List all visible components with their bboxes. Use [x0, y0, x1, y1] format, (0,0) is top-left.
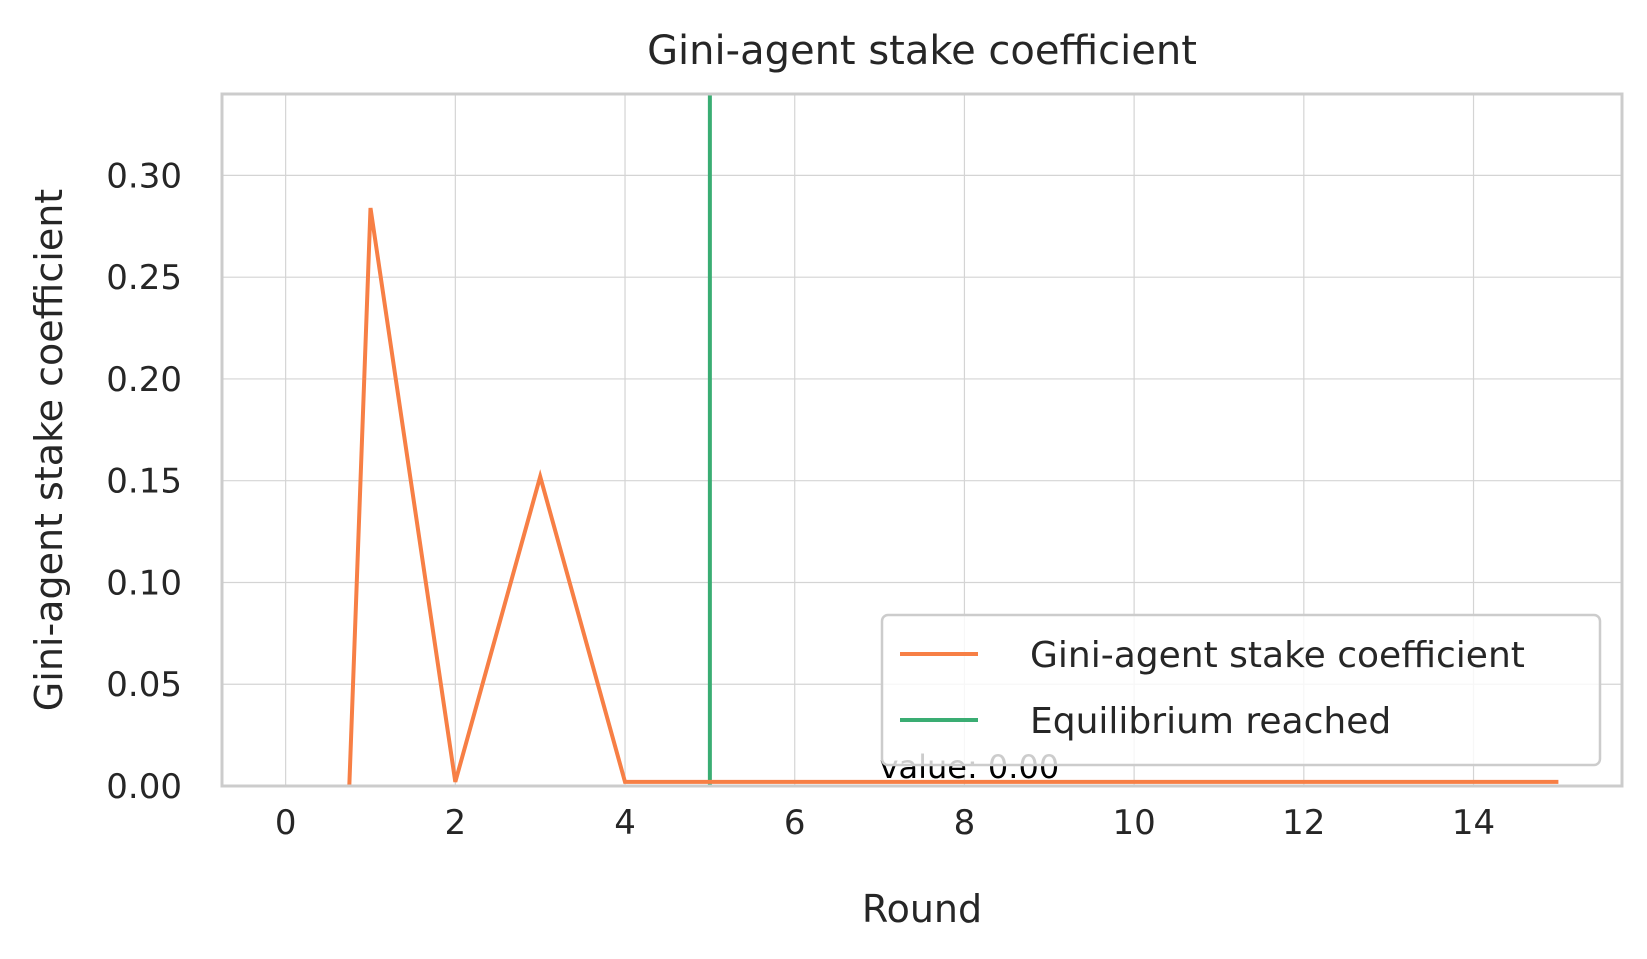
- y-tick-label: 0.25: [106, 258, 182, 298]
- y-axis-label: Gini-agent stake coefficient: [27, 189, 71, 711]
- y-tick-label: 0.05: [106, 665, 182, 705]
- tick-labels: 0 2 4 6 8 10 12 14 0.00 0.05 0.10 0.15 0.20 0.25 0.30: [106, 156, 1495, 843]
- x-tick-label: 4: [614, 803, 636, 843]
- y-tick-label: 0.20: [106, 360, 182, 400]
- legend-label: Equilibrium reached: [1030, 701, 1391, 742]
- legend-box: [880, 613, 1602, 767]
- chart-title: Gini-agent stake coefficient: [647, 28, 1197, 74]
- x-tick-label: 2: [445, 803, 467, 843]
- x-tick-label: 6: [784, 803, 806, 843]
- legend-label: Gini-agent stake coefficient: [1030, 635, 1525, 676]
- y-tick-label: 0.30: [106, 156, 182, 196]
- x-tick-label: 14: [1452, 803, 1495, 843]
- x-axis-label: Round: [862, 887, 982, 931]
- y-tick-label: 0.10: [106, 563, 182, 603]
- plot-marks: [347, 94, 1559, 787]
- x-tick-label: 10: [1112, 803, 1155, 843]
- y-tick-label: 0.00: [106, 767, 182, 807]
- y-tick-label: 0.15: [106, 462, 182, 502]
- x-tick-label: 12: [1282, 803, 1325, 843]
- series-line: [347, 207, 1559, 787]
- plot-frame: [220, 92, 1624, 788]
- legend: Gini-agent stake coefficient Equilibrium …: [880, 613, 1602, 767]
- x-tick-label: 8: [954, 803, 976, 843]
- x-tick-label: 0: [275, 803, 297, 843]
